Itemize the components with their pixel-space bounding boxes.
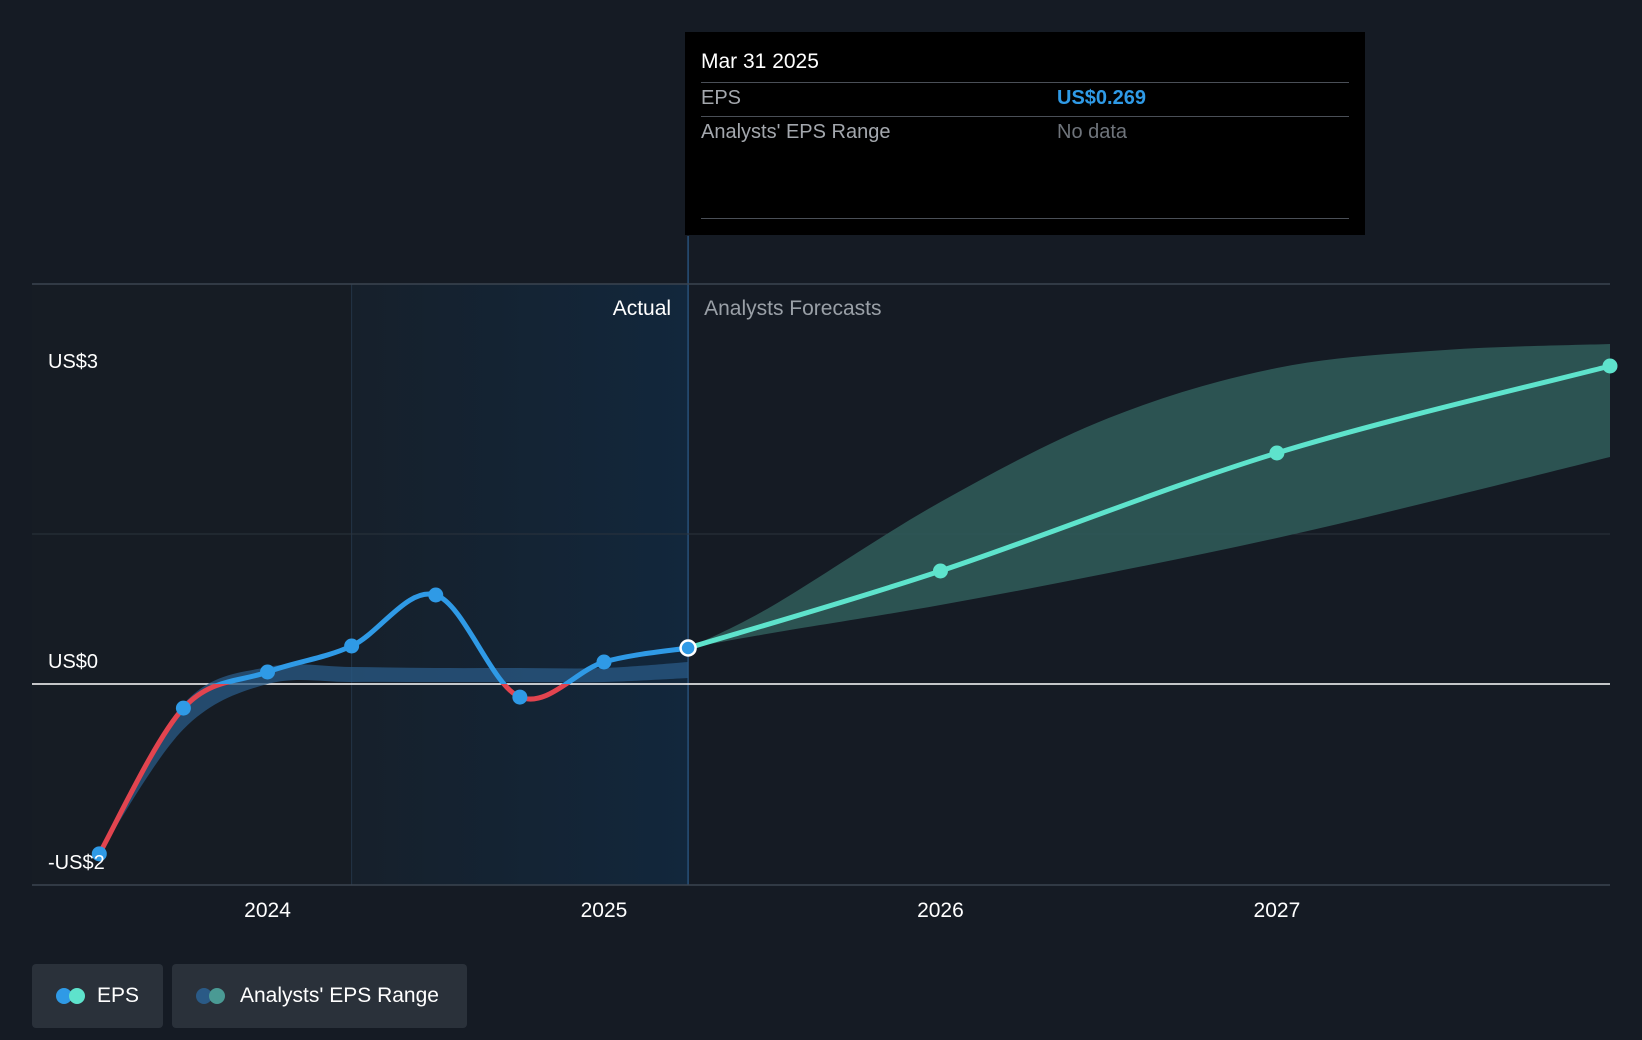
eps-legend-icon bbox=[56, 988, 85, 1004]
eps-actual-point bbox=[91, 846, 107, 862]
legend-range-button[interactable]: Analysts' EPS Range bbox=[172, 964, 467, 1028]
x-tick-label: 2024 bbox=[244, 899, 291, 922]
legend-eps-button[interactable]: EPS bbox=[32, 964, 163, 1028]
x-tick-label: 2026 bbox=[917, 899, 964, 922]
y-tick-label: US$3 bbox=[48, 351, 98, 373]
eps-forecast-line bbox=[685, 363, 1613, 651]
tooltip-range-label: Analysts' EPS Range bbox=[701, 121, 891, 143]
actual-region-background bbox=[351, 284, 689, 885]
legend-eps-label: EPS bbox=[96, 984, 139, 1007]
range-legend-icon bbox=[196, 988, 226, 1004]
eps-highlighted-point bbox=[679, 639, 697, 657]
tooltip-divider bbox=[701, 116, 1349, 117]
y-tick-label: -US$2 bbox=[48, 852, 105, 874]
eps-actual-point bbox=[175, 700, 191, 716]
forecast-section-label: Analysts Forecasts bbox=[704, 297, 881, 320]
actual-section-label: Actual bbox=[613, 297, 671, 320]
eps-actual-point bbox=[344, 638, 360, 654]
eps-actual-point bbox=[260, 664, 276, 680]
past-region-background bbox=[32, 284, 352, 885]
eps-actual-point bbox=[596, 654, 612, 670]
tooltip-eps-label: EPS bbox=[701, 87, 742, 109]
tooltip: Mar 31 2025 EPS US$0.269 Analysts' EPS R… bbox=[685, 32, 1365, 235]
eps-actual-point bbox=[512, 689, 528, 705]
x-tick-label: 2025 bbox=[581, 899, 628, 922]
eps-actual-line-positive bbox=[213, 591, 691, 684]
tooltip-divider bbox=[701, 82, 1349, 83]
tooltip-eps-value: US$0.269 bbox=[1057, 87, 1146, 109]
range-forecast-dot-icon bbox=[209, 988, 225, 1004]
eps-actual-point bbox=[428, 587, 444, 603]
range-actual-dot-icon bbox=[196, 988, 212, 1004]
x-tick-label: 2027 bbox=[1254, 899, 1301, 922]
legend: EPS Analysts' EPS Range bbox=[32, 964, 467, 1028]
eps-actual-dot-icon bbox=[56, 988, 72, 1004]
eps-forecast-dot-icon bbox=[69, 988, 85, 1004]
eps-forecast-point bbox=[1602, 358, 1618, 374]
legend-range-label: Analysts' EPS Range bbox=[240, 984, 439, 1007]
tooltip-range-value: No data bbox=[1057, 121, 1128, 143]
y-tick-label: US$0 bbox=[48, 651, 98, 673]
tooltip-date: Mar 31 2025 bbox=[701, 50, 819, 73]
eps-forecast-point bbox=[1269, 445, 1285, 461]
tooltip-divider bbox=[701, 218, 1349, 219]
eps-forecast-point bbox=[932, 563, 948, 579]
